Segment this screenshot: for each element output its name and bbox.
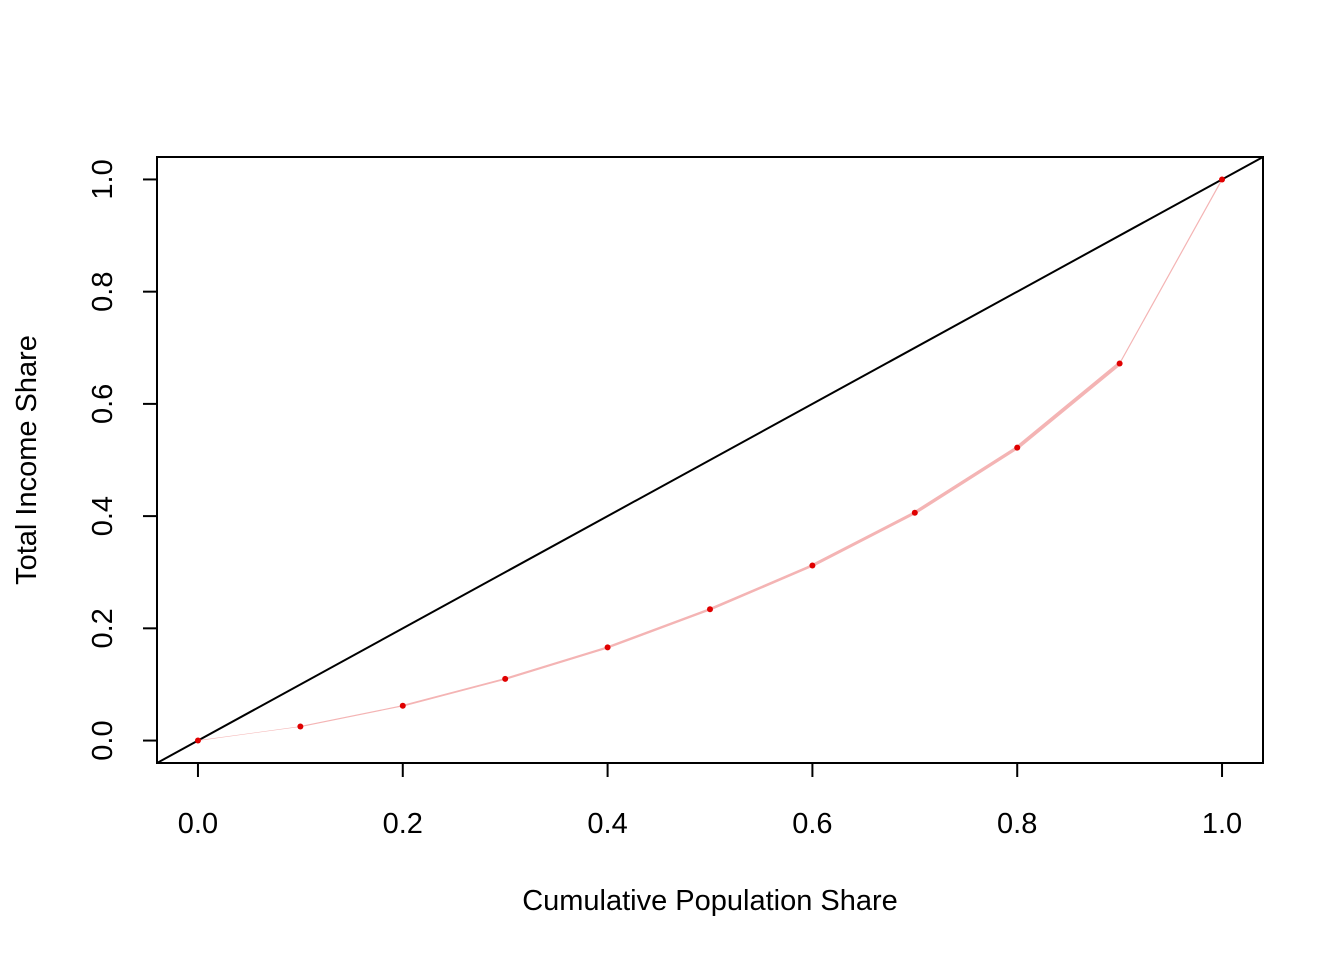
lorenz-curve-point	[1014, 444, 1021, 451]
lorenz-curve-point	[399, 702, 406, 709]
y-tick-label: 0.2	[87, 608, 119, 648]
x-tick-label: 0.2	[383, 808, 423, 840]
lorenz-curve-point	[194, 737, 201, 744]
y-tick-label: 0.6	[87, 384, 119, 424]
lorenz-curve-point	[502, 675, 509, 682]
x-tick-label: 0.6	[792, 808, 832, 840]
x-tick-label: 0.4	[587, 808, 627, 840]
lorenz-curve-point	[911, 509, 918, 516]
y-tick-label: 0.0	[87, 720, 119, 760]
y-tick-label: 1.0	[87, 159, 119, 199]
lorenz-curve-segment	[504, 646, 609, 680]
y-tick-label: 0.4	[87, 496, 119, 536]
lorenz-curve-point	[809, 562, 816, 569]
x-tick-label: 0.0	[178, 808, 218, 840]
lorenz-curve-segment	[810, 511, 917, 567]
lorenz-curve-point	[1219, 176, 1226, 183]
lorenz-curve-point	[707, 606, 713, 613]
lorenz-curve-point	[1116, 360, 1123, 367]
plot-layer	[157, 157, 1263, 763]
x-tick-label: 0.8	[997, 808, 1037, 840]
lorenz-curve-segment	[1119, 178, 1223, 365]
lorenz-curve-segment	[708, 564, 814, 611]
x-axis-label: Cumulative Population Share	[522, 885, 898, 917]
lorenz-curve-point	[604, 644, 611, 651]
plot-frame	[156, 156, 1264, 764]
x-tick-label: 1.0	[1202, 808, 1242, 840]
lorenz-curve-segment	[606, 608, 712, 649]
lorenz-curve-segment	[1015, 361, 1122, 450]
lorenz-curve-segment	[913, 445, 1019, 515]
lorenz-curve-segment	[197, 726, 301, 741]
lorenz-curve-segment	[299, 705, 404, 728]
lorenz-curve-point	[297, 723, 304, 730]
lorenz-curve-segment	[401, 677, 507, 707]
y-tick-label: 0.8	[87, 272, 119, 312]
y-axis-label: Total Income Share	[11, 335, 43, 585]
equality-line	[157, 157, 1263, 763]
